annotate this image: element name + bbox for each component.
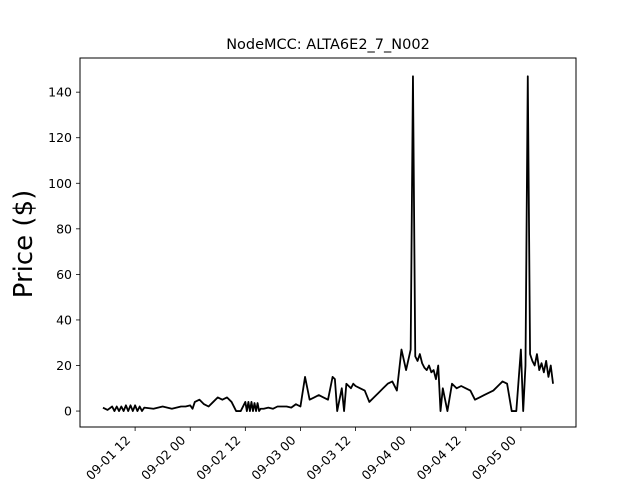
x-tick-label: 09-04 00	[358, 432, 408, 480]
y-tick-label: 60	[56, 267, 72, 282]
x-tick-label: 09-03 12	[303, 433, 353, 480]
y-axis-label: Price ($)	[9, 190, 39, 299]
plot-area: 0 20 40 60 80 100 120 140 09-01 12 09-02 00 09-02 …	[48, 75, 554, 480]
y-tick-label: 0	[64, 404, 72, 419]
y-tick-label: 40	[56, 312, 72, 327]
y-tick-label: 100	[48, 176, 72, 191]
axes-frame	[79, 57, 577, 428]
x-tick-label: 09-04 12	[414, 433, 464, 480]
y-tick-label: 140	[48, 85, 72, 100]
x-tick-label: 09-02 12	[193, 433, 243, 480]
x-tick-label: 09-02 00	[138, 432, 188, 480]
price-series-line	[102, 75, 554, 412]
x-tick-label: 09-01 12	[83, 433, 133, 480]
y-tick-label: 80	[56, 221, 72, 236]
y-tick-label: 20	[56, 358, 72, 373]
y-tick-label: 120	[48, 130, 72, 145]
x-tick-label: 09-03 00	[248, 432, 298, 480]
chart-title: NodeMCC: ALTA6E2_7_N002	[226, 37, 430, 53]
x-tick-label: 09-05 00	[469, 432, 519, 480]
